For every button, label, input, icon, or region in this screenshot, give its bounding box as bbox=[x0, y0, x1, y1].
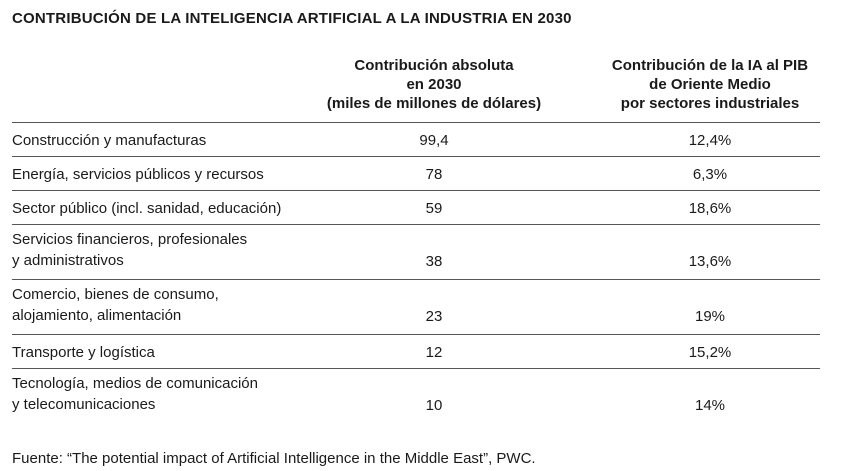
data-table: Contribución absoluta en 2030 (miles de … bbox=[12, 56, 820, 423]
table-row: Comercio, bienes de consumo, alojamiento… bbox=[12, 280, 820, 335]
gdp-share-value: 14% bbox=[694, 397, 726, 414]
sector-label-line: Sector público (incl. sanidad, educación… bbox=[12, 200, 282, 217]
header-line: de Oriente Medio bbox=[649, 76, 771, 93]
gdp-share-value: 15,2% bbox=[688, 344, 732, 361]
absolute-value: 99,4 bbox=[419, 132, 449, 149]
sector-label: Tecnología, medios de comunicación y tel… bbox=[12, 373, 312, 415]
table-row: Servicios financieros, profesionales y a… bbox=[12, 225, 820, 280]
header-gdp-contribution: Contribución de la IA al PIB de Oriente … bbox=[560, 56, 850, 113]
absolute-value: 78 bbox=[425, 166, 443, 183]
sector-label-line: y administrativos bbox=[12, 252, 124, 269]
sector-label: Sector público (incl. sanidad, educación… bbox=[12, 198, 312, 219]
header-line: (miles de millones de dólares) bbox=[326, 95, 542, 112]
sector-label: Servicios financieros, profesionales y a… bbox=[12, 229, 312, 271]
gdp-share-value: 13,6% bbox=[688, 253, 732, 270]
header-line: por sectores industriales bbox=[620, 95, 800, 112]
header-line: Contribución de la IA al PIB bbox=[611, 57, 809, 74]
sector-label-line: Servicios financieros, profesionales bbox=[12, 231, 248, 248]
table-row: Transporte y logística 12 15,2% bbox=[12, 335, 820, 369]
sector-label-line: Tecnología, medios de comunicación bbox=[12, 375, 258, 392]
table-title: CONTRIBUCIÓN DE LA INTELIGENCIA ARTIFICI… bbox=[12, 10, 572, 27]
gdp-share-value: 18,6% bbox=[688, 200, 732, 217]
sector-label-line: y telecomunicaciones bbox=[12, 396, 156, 413]
gdp-share-value: 19% bbox=[694, 308, 726, 325]
header-line: en 2030 bbox=[406, 76, 462, 93]
gdp-share-value: 6,3% bbox=[692, 166, 728, 183]
table-row: Construcción y manufacturas 99,4 12,4% bbox=[12, 123, 820, 157]
sector-label-line: alojamiento, alimentación bbox=[12, 307, 182, 324]
sector-label-line: Transporte y logística bbox=[12, 344, 155, 361]
sector-label-line: Energía, servicios públicos y recursos bbox=[12, 166, 264, 183]
absolute-value: 12 bbox=[425, 344, 443, 361]
sector-label: Comercio, bienes de consumo, alojamiento… bbox=[12, 284, 312, 326]
absolute-value: 59 bbox=[425, 200, 443, 217]
sector-label: Construcción y manufacturas bbox=[12, 130, 312, 151]
table-row: Energía, servicios públicos y recursos 7… bbox=[12, 157, 820, 191]
gdp-share-value: 12,4% bbox=[688, 132, 732, 149]
table-header: Contribución absoluta en 2030 (miles de … bbox=[12, 56, 820, 123]
source-note: Fuente: “The potential impact of Artific… bbox=[12, 450, 536, 467]
sector-label-line: Construcción y manufacturas bbox=[12, 132, 207, 149]
table-row: Sector público (incl. sanidad, educación… bbox=[12, 191, 820, 225]
sector-label-line: Comercio, bienes de consumo, bbox=[12, 286, 219, 303]
absolute-value: 10 bbox=[425, 397, 443, 414]
sector-label: Transporte y logística bbox=[12, 342, 312, 363]
sector-label: Energía, servicios públicos y recursos bbox=[12, 164, 312, 185]
table-row: Tecnología, medios de comunicación y tel… bbox=[12, 369, 820, 423]
absolute-value: 23 bbox=[425, 308, 443, 325]
header-absolute-contribution: Contribución absoluta en 2030 (miles de … bbox=[284, 56, 584, 113]
header-line: Contribución absoluta bbox=[354, 57, 514, 74]
absolute-value: 38 bbox=[425, 253, 443, 270]
